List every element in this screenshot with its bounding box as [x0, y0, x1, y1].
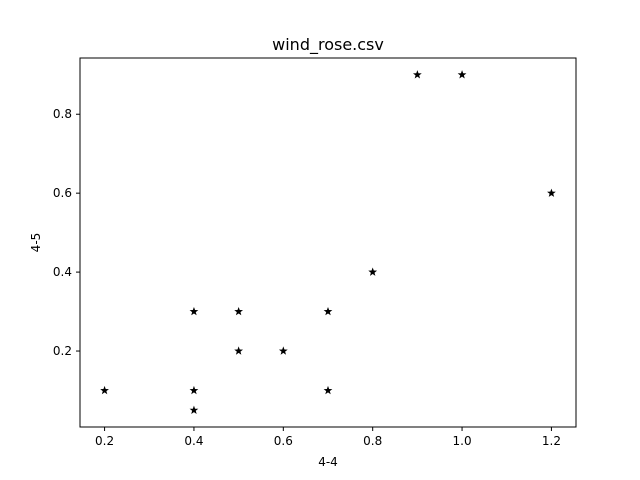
plot-area-frame [79, 57, 577, 428]
x-tick-label: 0.4 [184, 434, 203, 448]
data-point [189, 385, 199, 395]
x-tick-label: 1.0 [453, 434, 472, 448]
data-point [189, 405, 199, 414]
x-axis-label: 4-4 [318, 455, 338, 469]
x-tick-label: 0.2 [95, 434, 114, 448]
y-tick-label: 0.6 [53, 186, 72, 200]
y-axis-label: 4-5 [29, 233, 43, 253]
data-point [234, 306, 244, 316]
data-point [457, 70, 467, 79]
y-axis-ticks: 0.2 0.4 0.6 0.8 [53, 107, 80, 358]
x-tick-label: 0.8 [363, 434, 382, 448]
y-tick-label: 0.4 [53, 265, 72, 279]
data-point [234, 346, 244, 355]
x-tick-label: 0.6 [274, 434, 293, 448]
data-point [323, 306, 333, 316]
data-point [100, 385, 109, 395]
data-point [323, 385, 333, 395]
data-point [278, 346, 288, 355]
data-point [412, 70, 422, 79]
chart-title: wind_rose.csv [272, 35, 384, 55]
x-axis-ticks: 0.2 0.4 0.6 0.8 1.0 1.2 [95, 427, 561, 448]
data-points [100, 70, 556, 414]
x-tick-label: 1.2 [542, 434, 561, 448]
y-tick-label: 0.8 [53, 107, 72, 121]
data-point [189, 306, 199, 316]
data-point [547, 188, 556, 197]
data-point [368, 267, 378, 276]
y-tick-label: 0.2 [53, 344, 72, 358]
